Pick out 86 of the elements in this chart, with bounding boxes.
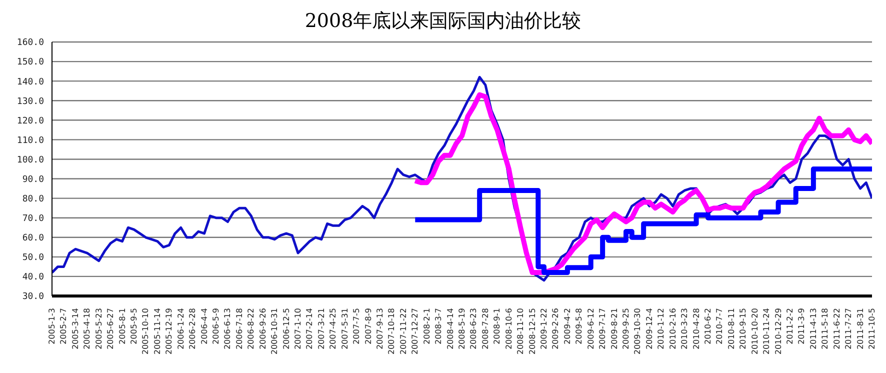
x-tick-label: 2007-11-22 <box>398 308 408 354</box>
x-tick-label: 2006-1-24 <box>176 308 186 350</box>
x-tick-label: 2005-2-7 <box>59 308 68 344</box>
x-tick-label: 2005-11-14 <box>152 308 162 354</box>
y-tick-label: 110.0 <box>16 136 44 146</box>
x-tick-label: 2005-6-27 <box>106 308 116 350</box>
x-tick-label: 2005-10-10 <box>141 308 150 354</box>
x-tick-label: 2010-10-20 <box>750 308 760 354</box>
x-tick-label: 2007-2-14 <box>305 308 314 350</box>
x-tick-label: 2009-6-12 <box>586 308 596 350</box>
y-tick-label: 130.0 <box>16 96 44 107</box>
x-tick-label: 2010-9-15 <box>738 308 748 350</box>
x-tick-label: 2006-6-13 <box>223 308 232 350</box>
x-tick-label: 2008-3-7 <box>434 308 444 344</box>
x-tick-label: 2010-11-24 <box>762 308 772 354</box>
x-tick-label: 2009-7-17 <box>598 308 608 350</box>
x-tick-label: 2011-3-9 <box>797 308 806 344</box>
x-tick-label: 2010-7-7 <box>715 308 724 344</box>
x-tick-label: 2011-10-5 <box>868 308 876 350</box>
x-tick-label: 2010-4-28 <box>692 308 701 350</box>
x-tick-label: 2009-9-25 <box>622 308 630 350</box>
x-tick-label: 2009-1-22 <box>540 308 548 350</box>
x-tick-label: 2008-5-19 <box>458 308 466 350</box>
x-tick-label: 2006-5-9 <box>212 308 220 344</box>
x-tick-label: 2010-3-23 <box>680 308 690 350</box>
x-tick-label: 2011-7-27 <box>844 308 854 350</box>
y-tick-label: 120.0 <box>16 116 44 126</box>
x-tick-label: 2008-2-1 <box>422 308 432 344</box>
x-tick-label: 2006-12-5 <box>282 308 291 350</box>
x-tick-label: 2009-10-30 <box>633 308 642 354</box>
x-tick-label: 2009-12-4 <box>644 308 654 350</box>
x-tick-label: 2009-5-8 <box>574 308 584 344</box>
x-tick-label: 2006-2-28 <box>188 308 198 350</box>
x-tick-label: 2011-2-2 <box>786 308 794 344</box>
y-tick-label: 50.0 <box>22 253 44 264</box>
x-tick-label: 2005-1-3 <box>48 308 56 344</box>
x-tick-label: 2011-5-18 <box>820 308 830 350</box>
x-tick-label: 2010-2-16 <box>668 308 678 350</box>
x-tick-label: 2011-8-31 <box>856 308 865 350</box>
x-tick-label: 2010-1-12 <box>656 308 666 350</box>
x-tick-label: 2007-1-10 <box>294 308 302 350</box>
x-tick-label: 2009-4-2 <box>562 308 572 344</box>
x-tick-label: 2008-11-10 <box>516 308 526 354</box>
x-tick-label: 2008-4-14 <box>446 308 455 350</box>
chart-title: 2008年底以来国际国内油价比较 <box>304 9 582 34</box>
x-tick-label: 2006-4-4 <box>200 308 209 344</box>
x-tick-label: 2008-7-28 <box>480 308 490 350</box>
y-tick-label: 100.0 <box>16 155 44 166</box>
x-tick-label: 2005-5-23 <box>94 308 104 350</box>
y-tick-label: 150.0 <box>16 58 44 68</box>
x-tick-label: 2007-9-13 <box>376 308 384 350</box>
x-tick-label: 2010-12-29 <box>774 308 783 354</box>
x-tick-label: 2011-6-22 <box>832 308 842 350</box>
x-tick-label: 2008-12-15 <box>528 308 537 354</box>
y-tick-label: 140.0 <box>16 77 44 88</box>
x-tick-label: 2007-5-31 <box>340 308 350 350</box>
y-tick-label: 40.0 <box>22 272 44 283</box>
y-tick-label: 160.0 <box>16 38 44 48</box>
x-tick-label: 2010-8-11 <box>726 308 736 350</box>
x-tick-label: 2008-10-6 <box>504 308 514 350</box>
x-tick-label: 2010-6-2 <box>704 308 712 344</box>
x-tick-label: 2009-2-26 <box>551 308 560 350</box>
x-tick-label: 2005-8-1 <box>118 308 127 344</box>
x-tick-label: 2005-3-14 <box>70 308 80 350</box>
x-tick-label: 2007-7-5 <box>352 308 362 344</box>
x-tick-label: 2007-8-9 <box>364 308 373 344</box>
x-tick-label: 2005-9-5 <box>130 308 138 344</box>
x-tick-label: 2006-9-26 <box>258 308 268 350</box>
x-tick-label: 2006-7-18 <box>234 308 244 350</box>
x-tick-label: 2007-4-25 <box>328 308 338 350</box>
x-tick-label: 2009-8-21 <box>610 308 619 350</box>
y-tick-label: 80.0 <box>22 194 44 205</box>
x-tick-label: 2008-9-1 <box>492 308 502 344</box>
x-tick-label: 2008-6-23 <box>469 308 478 350</box>
x-tick-label: 2007-10-18 <box>387 308 396 354</box>
y-tick-label: 70.0 <box>22 214 44 224</box>
x-tick-label: 2011-4-13 <box>808 308 818 350</box>
x-tick-label: 2006-10-31 <box>270 308 280 354</box>
y-tick-label: 60.0 <box>22 234 44 244</box>
x-tick-label: 2007-3-21 <box>316 308 326 350</box>
x-tick-label: 2005-12-19 <box>164 308 174 354</box>
x-tick-label: 2005-4-18 <box>82 308 92 350</box>
x-tick-label: 2006-8-22 <box>246 308 256 350</box>
y-tick-label: 30.0 <box>22 292 44 302</box>
y-tick-label: 90.0 <box>22 174 44 185</box>
x-tick-label: 2007-12-27 <box>410 308 420 354</box>
